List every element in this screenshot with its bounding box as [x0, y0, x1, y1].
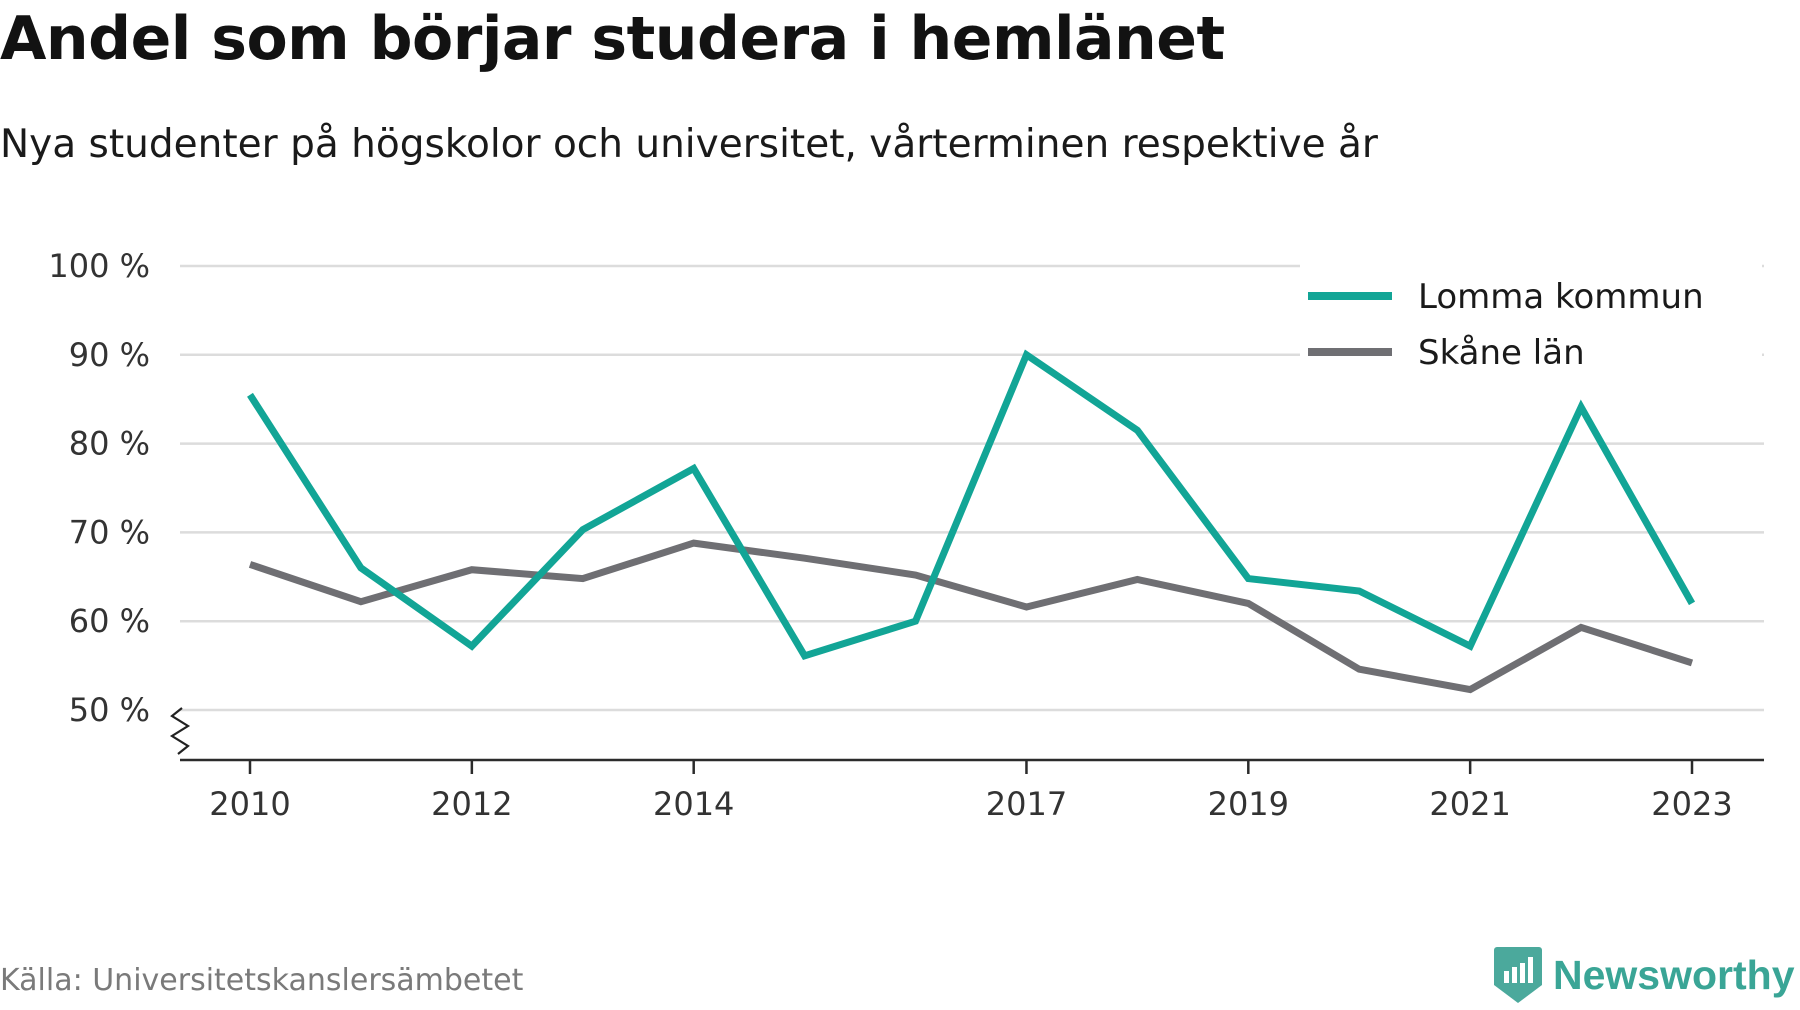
brand-name: Newsworthy — [1553, 951, 1795, 998]
gridlines — [180, 264, 1764, 712]
y-tick-label: 100 % — [48, 247, 150, 285]
x-tick-label: 2012 — [431, 785, 512, 823]
x-tick-label: 2023 — [1651, 785, 1732, 823]
y-tick-label: 70 % — [69, 513, 150, 551]
series-line-lomma-kommun — [247, 349, 1696, 660]
chart-subtitle: Nya studenter på högskolor och universit… — [0, 122, 1378, 167]
y-axis-tick-labels: 100 % 90 % 80 % 70 % 60 % 50 % — [48, 247, 150, 729]
y-tick-label: 50 % — [69, 691, 150, 729]
x-tick-label: 2017 — [986, 785, 1067, 823]
y-tick-label: 60 % — [69, 602, 150, 640]
x-axis-tick-labels: 2010 2012 2014 2017 2019 2021 2023 — [209, 785, 1732, 823]
chart-title: Andel som börjar studera i hemlänet — [0, 4, 1225, 74]
x-tick-label: 2014 — [653, 785, 734, 823]
brand-logo: Newsworthy — [1493, 940, 1795, 1010]
y-tick-label: 80 % — [69, 425, 150, 463]
line-chart: 100 %90 %80 %70 %60 %50 % 2010 2012 2014 20… — [48, 247, 1764, 823]
legend-label: Skåne län — [1418, 333, 1585, 373]
x-tick-label: 2021 — [1429, 785, 1510, 823]
x-tick-label: 2010 — [209, 785, 290, 823]
source-note: Källa: Universitetskanslersämbetet — [0, 963, 524, 998]
series-lines — [247, 349, 1696, 694]
legend-label: Lomma kommun — [1418, 277, 1704, 317]
legend-box — [1300, 264, 1762, 386]
axis-break-mark — [169, 707, 191, 755]
y-tick-label: 90 % — [69, 336, 150, 374]
x-axis — [169, 707, 1764, 774]
legend: Lomma kommun Skåne län — [1300, 264, 1762, 386]
newsworthy-logo-icon — [1494, 947, 1542, 1003]
series-line-sk-ne-l-n — [248, 539, 1694, 694]
x-tick-label: 2019 — [1208, 785, 1289, 823]
